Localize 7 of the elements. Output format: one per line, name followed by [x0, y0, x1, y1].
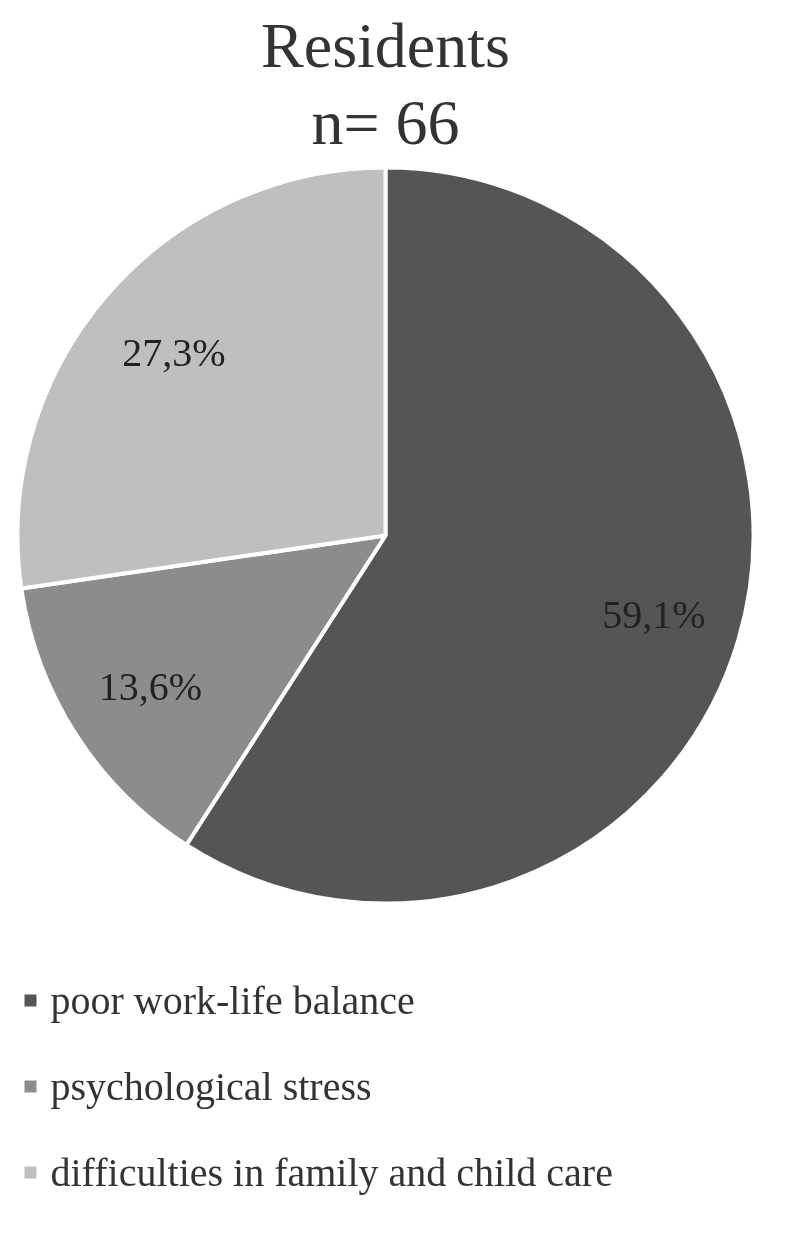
- legend-label: psychological stress: [50, 1064, 372, 1109]
- legend-label: difficulties in family and child care: [50, 1150, 613, 1195]
- legend-label: poor work-life balance: [50, 978, 415, 1023]
- chart-title: Residents: [261, 10, 510, 81]
- data-label: 13,6%: [98, 664, 202, 710]
- data-label: 27,3%: [122, 330, 226, 376]
- chart-subtitle: n= 66: [311, 87, 460, 158]
